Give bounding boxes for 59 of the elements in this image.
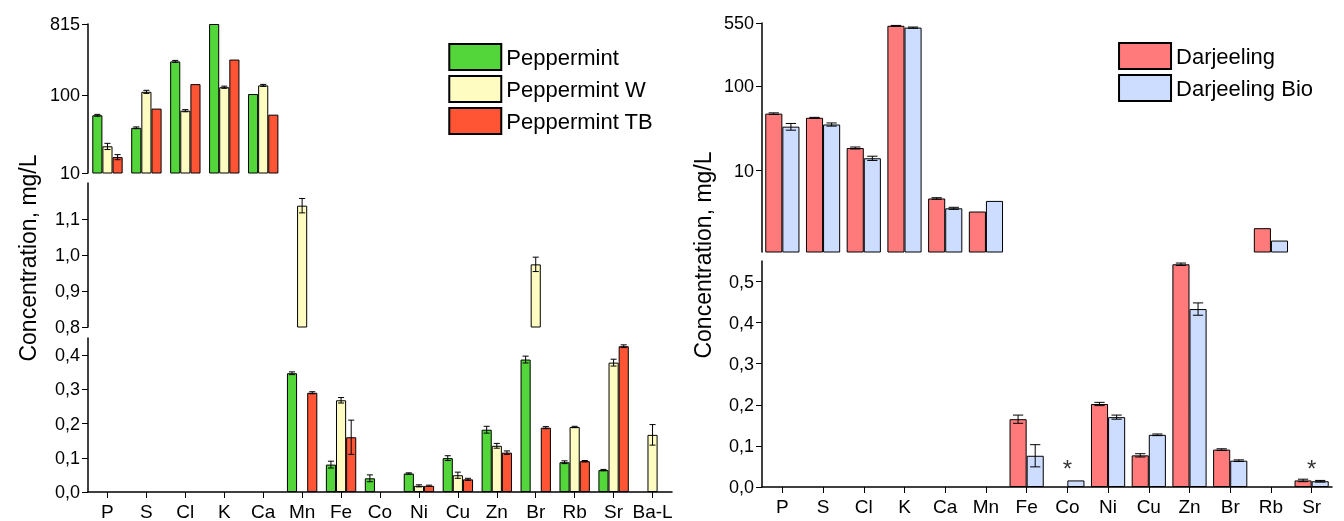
x-tick-label: Br <box>1220 496 1241 517</box>
y-tick-label: 0,2 <box>54 413 80 434</box>
y-tick-label: 10 <box>59 163 80 183</box>
y-axis-title: Concentration, mg/L <box>14 154 42 362</box>
y-tick-label: 550 <box>723 13 754 33</box>
y-tick-label: 0,0 <box>54 482 80 502</box>
x-tick-label: Mn <box>288 501 316 521</box>
x-tick-label: P <box>101 501 114 521</box>
x-tick-label: Br <box>526 501 546 521</box>
x-tick-label: Ba-L <box>632 501 673 521</box>
x-tick-label: Cl <box>176 501 195 521</box>
x-tick-label: Fe <box>1015 496 1038 517</box>
y-tick-label: 0,9 <box>54 281 80 301</box>
annotation: * <box>1306 454 1317 482</box>
x-tick-label: Zn <box>1178 496 1201 517</box>
x-tick-label: Co <box>367 501 393 521</box>
y-axis-title: Concentration, mg/L <box>689 151 717 359</box>
y-tick-label: 0,8 <box>54 317 80 337</box>
legend-label: Darjeeling Bio <box>1176 75 1314 101</box>
x-tick-label: K <box>217 501 231 521</box>
x-tick-label: Ni <box>409 501 428 521</box>
y-tick-label: 100 <box>723 75 754 96</box>
legend-label: Peppermint TB <box>506 108 653 134</box>
y-tick-label: 815 <box>49 14 80 34</box>
y-tick-label: 0,5 <box>728 271 754 292</box>
x-tick-label: Co <box>1055 496 1080 517</box>
x-tick-label: Cl <box>854 496 873 517</box>
x-tick-label: Sr <box>1302 496 1322 517</box>
y-tick-label: 0,2 <box>728 394 754 415</box>
y-tick-label: 0,4 <box>728 312 754 333</box>
y-tick-label: 0,1 <box>54 447 80 468</box>
x-tick-label: S <box>140 501 153 521</box>
x-tick-label: Ni <box>1099 496 1118 517</box>
x-tick-label: Fe <box>329 501 353 521</box>
legend-label: Darjeeling <box>1176 43 1276 69</box>
y-tick-label: 10 <box>733 160 754 181</box>
x-tick-label: Ca <box>251 501 276 521</box>
y-tick-label: 1,0 <box>54 245 80 265</box>
y-tick-label: 0,3 <box>728 353 754 374</box>
x-tick-label: Ca <box>933 496 958 517</box>
x-tick-label: Rb <box>1258 496 1284 517</box>
annotation: * <box>1062 454 1073 482</box>
y-tick-label: 0,3 <box>54 379 80 400</box>
x-tick-label: P <box>776 496 789 517</box>
legend-label: Peppermint W <box>506 76 646 102</box>
x-tick-label: S <box>816 496 830 517</box>
x-tick-label: Zn <box>485 501 508 521</box>
y-tick-label: 1,1 <box>54 209 80 229</box>
x-tick-label: Rb <box>562 501 587 521</box>
x-tick-label: Cu <box>1136 496 1161 517</box>
x-tick-label: Sr <box>604 501 624 521</box>
y-tick-label: 100 <box>49 85 80 106</box>
legend-label: Peppermint <box>506 44 619 70</box>
x-tick-label: K <box>898 496 912 517</box>
y-tick-label: 0,1 <box>728 435 754 456</box>
y-tick-label: 0,4 <box>54 345 80 366</box>
y-tick-label: 0,0 <box>728 477 754 497</box>
x-tick-label: Cu <box>445 501 471 521</box>
x-tick-label: Mn <box>972 496 1000 517</box>
